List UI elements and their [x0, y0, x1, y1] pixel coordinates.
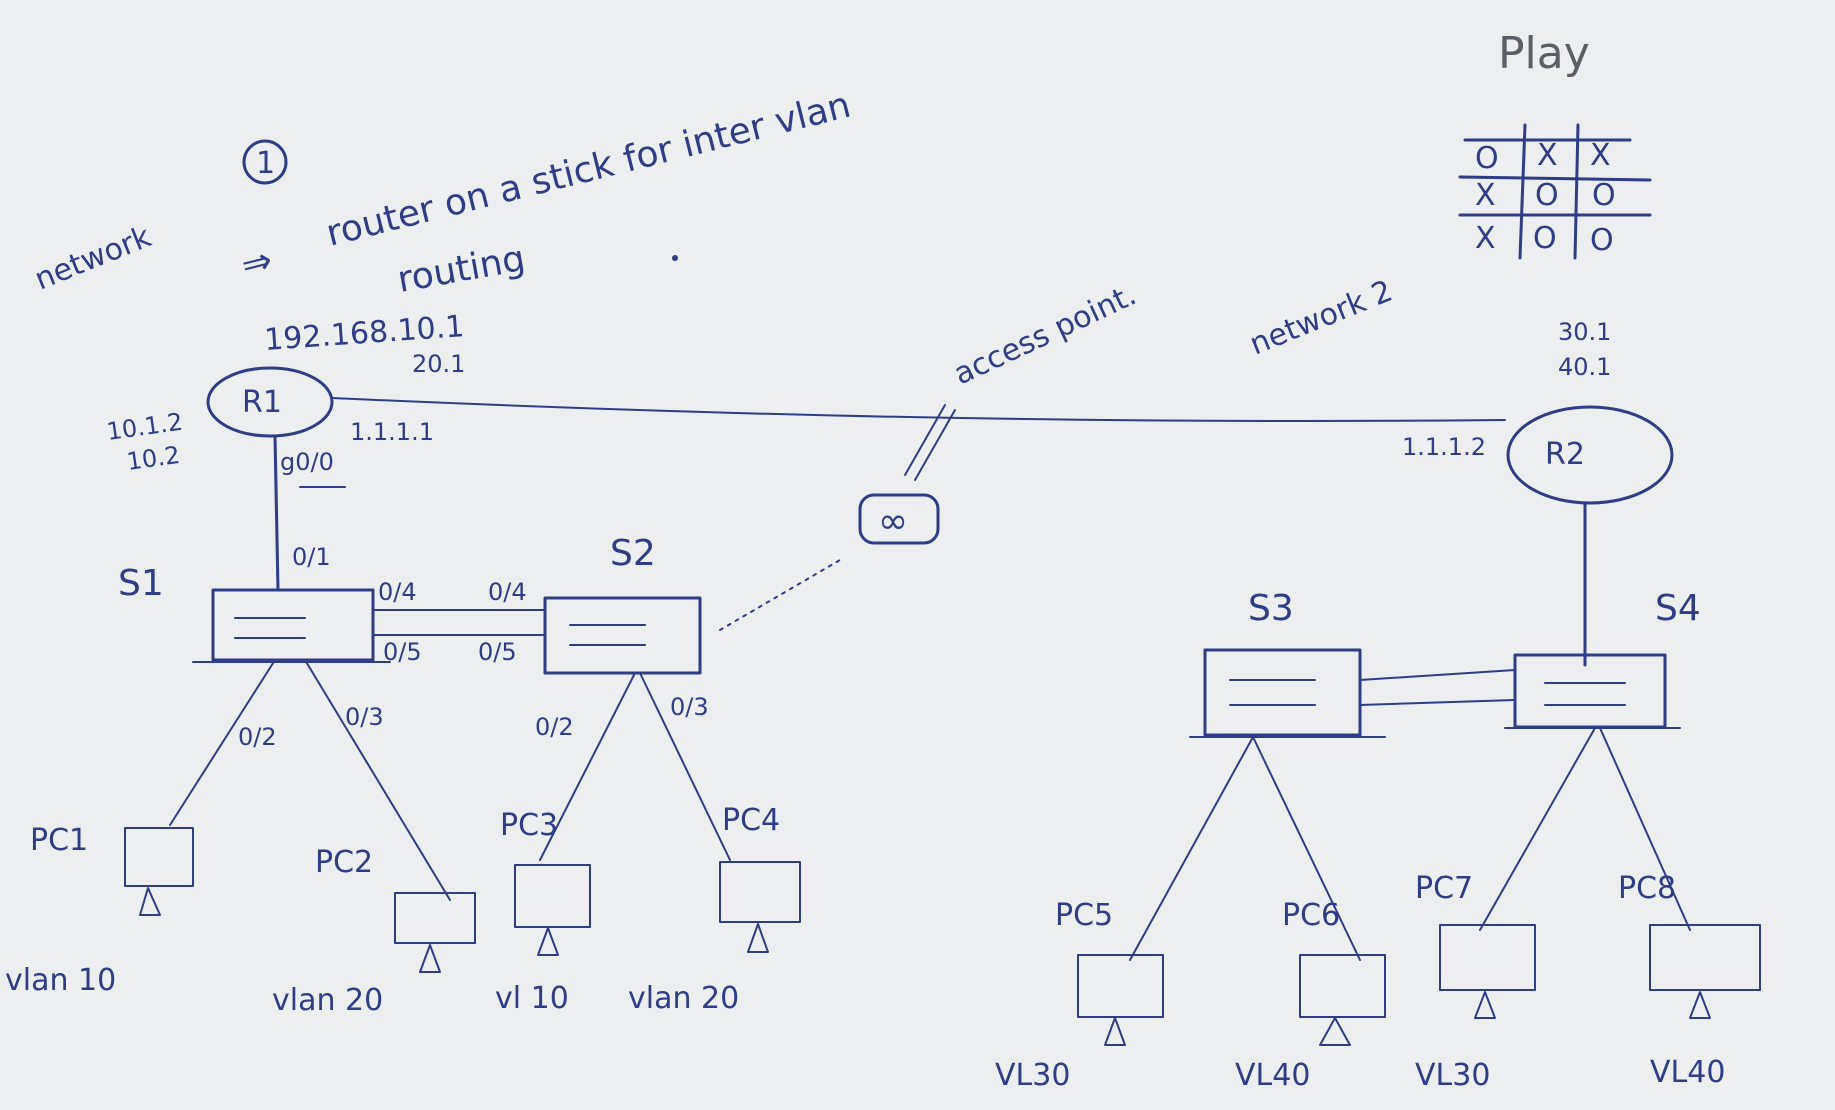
pc8-name: PC8	[1618, 871, 1676, 906]
pc5-name: PC5	[1055, 898, 1113, 933]
r1-left-ip-2: 10.2	[125, 441, 182, 476]
ttt-cell-1-2: O	[1592, 178, 1616, 213]
pc4-name: PC4	[722, 803, 780, 838]
ttt-cell-2-1: O	[1533, 221, 1557, 256]
ttt-cell-0-1: X	[1537, 138, 1558, 173]
s2-port-trunk-bottom: 0/5	[478, 638, 517, 666]
circled-number-ring	[242, 139, 288, 185]
circled-number: 1	[256, 146, 275, 181]
r1-s1-link	[273, 434, 280, 592]
r2-name: R2	[1545, 437, 1585, 472]
pc-1: PC1 vlan 10	[5, 823, 194, 998]
switch-s1: S1 0/2 0/3	[118, 563, 391, 751]
s3-name: S3	[1248, 588, 1294, 629]
network2-label: network 2	[1245, 274, 1398, 363]
title-dot	[672, 255, 678, 261]
s2-port-pc3: 0/2	[535, 713, 574, 741]
s3-pc6-link	[1252, 736, 1361, 961]
pc3-name: PC3	[500, 808, 558, 843]
r2-ip-2: 40.1	[1558, 353, 1611, 381]
s2-pc3-link	[539, 672, 636, 861]
ttt-cell-2-2: O	[1590, 223, 1614, 258]
ttt-cell-1-1: O	[1535, 178, 1559, 213]
access-point: ∞	[719, 404, 956, 631]
pc-6: PC6 VL40	[1235, 898, 1386, 1093]
r2-ip-1: 30.1	[1558, 318, 1611, 346]
pc-7: PC7 VL30	[1415, 871, 1536, 1093]
r1-name: R1	[242, 385, 282, 420]
pc-8: PC8 VL40	[1618, 871, 1761, 1090]
r1-left-ip-1: 10.1.2	[105, 408, 184, 446]
pc6-name: PC6	[1282, 898, 1340, 933]
access-point-symbol: ∞	[878, 501, 908, 542]
title-line1: router on a stick for inter vlan	[322, 85, 854, 255]
r2-wan-ip: 1.1.1.2	[1402, 433, 1486, 461]
pc2-name: PC2	[315, 845, 373, 880]
wan-link	[331, 397, 1506, 422]
s1-port-pc1: 0/2	[238, 723, 277, 751]
pc1-vlan: vlan 10	[5, 963, 116, 998]
s2-port-pc4: 0/3	[670, 693, 709, 721]
s2-port-trunk-top: 0/4	[488, 578, 527, 606]
ttt-cell-2-0: X	[1475, 221, 1496, 256]
r1-ip-sub: 20.1	[412, 350, 465, 378]
s1-name: S1	[118, 563, 164, 604]
s1-pc1-link	[169, 659, 276, 826]
ttt-cell-0-2: X	[1590, 138, 1611, 173]
trunk-s3-s4-bottom	[1359, 699, 1516, 706]
pc1-name: PC1	[30, 823, 88, 858]
pc7-name: PC7	[1415, 871, 1473, 906]
s2-pc4-link	[639, 672, 731, 861]
arrow-glyph: ⇒	[237, 240, 276, 287]
ttt-cell-1-0: X	[1475, 178, 1496, 213]
switch-s4: S4	[1504, 588, 1701, 729]
s2-name: S2	[610, 533, 656, 574]
r1-wan-ip: 1.1.1.1	[350, 418, 434, 446]
pc6-vlan: VL40	[1235, 1058, 1310, 1093]
s1-port-up: 0/1	[292, 543, 331, 571]
switch-s2: S2 0/2 0/3	[535, 533, 709, 741]
pc-5: PC5 VL30	[995, 898, 1164, 1093]
title-line2: routing	[394, 238, 528, 301]
s4-name: S4	[1655, 588, 1701, 629]
switch-s3: S3	[1189, 588, 1386, 738]
play-label: Play	[1498, 28, 1590, 79]
network1-label: network	[30, 219, 157, 297]
router-r2: R2 30.1 40.1 1.1.1.2	[1402, 318, 1674, 505]
router-r1: R1 192.168.10.1 20.1 10.1.2 10.2 1.1.1.1…	[105, 309, 465, 488]
pc-2: PC2 vlan 20	[272, 845, 476, 1018]
s4-pc7-link	[1479, 727, 1596, 931]
pc4-vlan: vlan 20	[628, 981, 739, 1016]
s1-port-pc2: 0/3	[345, 703, 384, 731]
tictactoe-grid: O X X X O O X O O	[1458, 123, 1652, 260]
r1-port: g0/0	[280, 448, 334, 476]
trunk-s3-s4-top	[1359, 669, 1516, 681]
pc5-vlan: VL30	[995, 1058, 1070, 1093]
s1-pc2-link	[304, 659, 451, 901]
ttt-cell-0-0: O	[1475, 141, 1499, 176]
s4-pc8-link	[1599, 727, 1691, 931]
s1-port-trunk-top: 0/4	[378, 578, 417, 606]
pc-3: PC3 vl 10	[495, 808, 591, 1016]
access-point-label: access point.	[949, 277, 1142, 392]
s1-port-trunk-bottom: 0/5	[383, 638, 422, 666]
pc3-vlan: vl 10	[495, 981, 569, 1016]
pc7-vlan: VL30	[1415, 1058, 1490, 1093]
pc8-vlan: VL40	[1650, 1055, 1725, 1090]
s3-pc5-link	[1129, 736, 1254, 961]
pc2-vlan: vlan 20	[272, 983, 383, 1018]
pc-4: PC4 vlan 20	[628, 803, 801, 1016]
